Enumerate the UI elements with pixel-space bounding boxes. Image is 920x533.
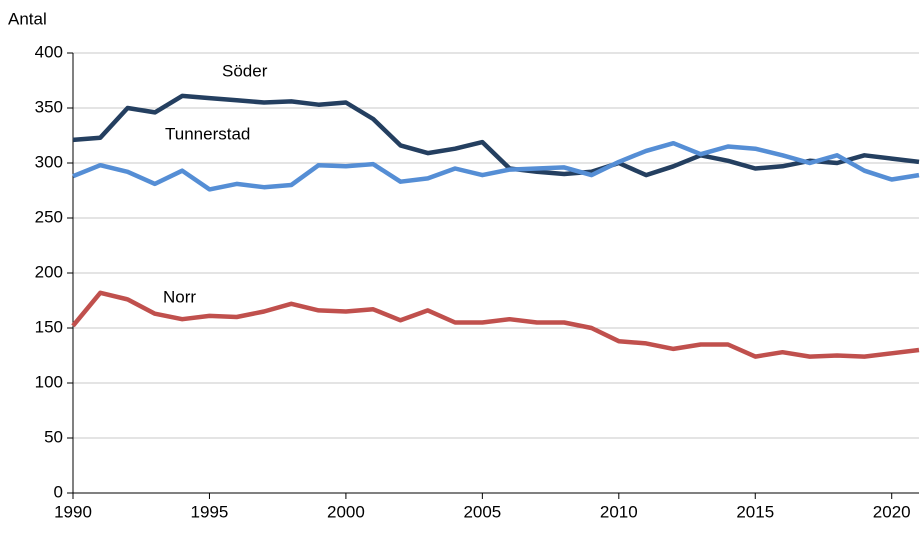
series-line: [72, 93, 920, 178]
series-line: [71, 290, 920, 359]
y-tick-label: 100: [35, 372, 63, 391]
y-tick-label: 50: [44, 427, 63, 446]
y-axis-label: Antal: [8, 9, 47, 28]
y-tick-label: 250: [35, 207, 63, 226]
series-line: [72, 140, 920, 192]
x-tick-label: 2015: [736, 502, 774, 521]
x-tick-label: 1995: [191, 502, 229, 521]
y-tick-label: 200: [35, 262, 63, 281]
x-tick-label: 2000: [327, 502, 365, 521]
y-tick-label: 350: [35, 97, 63, 116]
x-tick-label: 1990: [54, 502, 92, 521]
y-tick-label: 300: [35, 152, 63, 171]
x-tick-label: 2020: [873, 502, 911, 521]
x-tick-label: 2005: [463, 502, 501, 521]
x-tick-label: 2010: [600, 502, 638, 521]
series-label: Norr: [163, 287, 196, 306]
y-tick-label: 0: [54, 482, 63, 501]
y-tick-label: 150: [35, 317, 63, 336]
series-label: Söder: [222, 61, 268, 80]
series-label: Tunnerstad: [165, 124, 250, 143]
y-tick-label: 400: [35, 42, 63, 61]
